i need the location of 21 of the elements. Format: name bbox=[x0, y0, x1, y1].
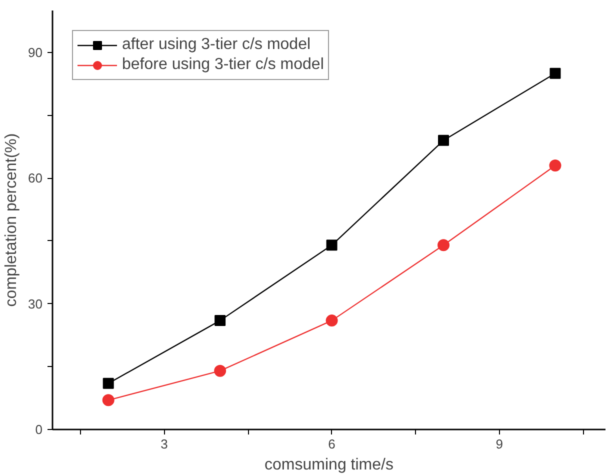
y-tick-label: 30 bbox=[28, 296, 43, 312]
point bbox=[326, 240, 338, 251]
point bbox=[102, 394, 114, 406]
y-tick-label: 0 bbox=[35, 422, 43, 437]
point bbox=[438, 239, 450, 252]
legend-label: after using 3-tier c/s model bbox=[122, 36, 311, 54]
y-axis-title: completation percent(%) bbox=[3, 133, 20, 307]
legend-label: before using 3-tier c/s model bbox=[122, 56, 324, 74]
x-tick-label: 6 bbox=[328, 436, 336, 452]
point bbox=[550, 68, 561, 79]
y-tick-label: 60 bbox=[28, 170, 43, 186]
point bbox=[549, 160, 562, 172]
point bbox=[214, 364, 226, 377]
point bbox=[102, 378, 114, 389]
point bbox=[214, 315, 226, 326]
x-axis-title: comsuming time/s bbox=[264, 456, 394, 474]
x-tick-label: 9 bbox=[496, 436, 503, 452]
point bbox=[438, 134, 450, 146]
point bbox=[326, 314, 338, 327]
x-tick-label: 3 bbox=[160, 436, 168, 452]
y-tick-label: 90 bbox=[28, 44, 43, 60]
